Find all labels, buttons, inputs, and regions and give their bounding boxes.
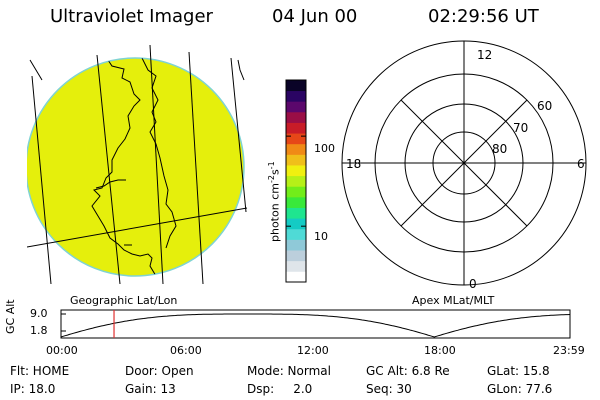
colorbar-segment <box>286 111 306 123</box>
status-gc-alt: GC Alt: 6.8 Re <box>366 364 450 378</box>
colorbar-segment <box>286 218 306 230</box>
timeline-xtick-1200: 12:00 <box>297 344 329 357</box>
app-title: Ultraviolet Imager <box>50 6 213 27</box>
timeline-frame <box>60 309 571 339</box>
lon-grid-lines <box>31 44 247 284</box>
colorbar-segment <box>286 250 306 262</box>
colorbar-segment <box>286 90 306 102</box>
colorbar-frame <box>285 79 307 283</box>
status-dsp: Dsp: 2.0 <box>247 382 313 396</box>
timeline-xtick-0000: 00:00 <box>46 344 78 357</box>
status-mode: Mode: Normal <box>247 364 331 378</box>
timeline-ytick-9: 9.0 <box>30 307 48 320</box>
colorbar-tick-10: 10 <box>314 230 328 243</box>
colorbar-segment <box>286 154 306 166</box>
colorbar-segment <box>286 133 306 145</box>
timeline-ytick-1-8: 1.8 <box>30 324 48 337</box>
colorbar-segment <box>286 239 306 251</box>
time-label: 02:29:56 UT <box>428 6 539 27</box>
lat-label-80: 80 <box>492 142 507 156</box>
lat-label-70: 70 <box>513 121 528 135</box>
colorbar-segment <box>286 196 306 208</box>
mlt-label-18: 18 <box>346 157 361 171</box>
colorbar-segment <box>286 207 306 219</box>
timeline-y-title: GC Alt <box>4 299 17 334</box>
status-flt: Flt: HOME <box>10 364 70 378</box>
panel-edge-ticks <box>29 59 245 81</box>
colorbar-segment <box>286 165 306 177</box>
polar-plot <box>341 40 587 286</box>
colorbar-segment <box>286 228 306 240</box>
gc-alt-curve <box>60 313 571 338</box>
earth-disk-panel <box>27 44 248 284</box>
timeline-xtick-2359: 23:59 <box>553 344 585 357</box>
colorbar-segment <box>286 271 306 283</box>
status-glat: GLat: 15.8 <box>487 364 550 378</box>
timeline-ticks <box>61 313 66 332</box>
status-seq: Seq: 30 <box>366 382 412 396</box>
colorbar-title-s: s <box>268 169 282 176</box>
colorbar-tick-100: 100 <box>314 142 335 155</box>
colorbar-segment <box>286 143 306 155</box>
colorbar-segment <box>286 122 306 134</box>
timeline-xtick-1800: 18:00 <box>424 344 456 357</box>
colorbar-title-exp1: -2 <box>267 175 276 184</box>
lat-grid-lines <box>27 207 248 248</box>
timeline-plot <box>60 309 571 339</box>
colorbar-title-unit: photon cm <box>268 183 282 242</box>
colorbar-segment <box>286 186 306 198</box>
colorbar-title: photon cm-2s-1 <box>267 161 282 242</box>
polar-diagonal-2 <box>400 99 528 227</box>
polar-labels: 12 6 0 18 60 70 80 <box>346 48 585 291</box>
colorbar-segment <box>286 175 306 187</box>
status-glon: GLon: 77.6 <box>487 382 553 396</box>
date-label: 04 Jun 00 <box>272 6 358 27</box>
status-door: Door: Open <box>125 364 194 378</box>
polar-panel-label: Apex MLat/MLT <box>412 294 495 307</box>
earth-panel-label: Geographic Lat/Lon <box>70 294 178 307</box>
lat-label-60: 60 <box>537 99 552 113</box>
mlt-label-0: 0 <box>469 277 477 291</box>
colorbar-segment <box>286 101 306 113</box>
colorbar <box>285 79 307 283</box>
status-ip: IP: 18.0 <box>10 382 56 396</box>
colorbar-title-exp2: -1 <box>267 161 276 170</box>
mlt-label-12: 12 <box>477 48 492 62</box>
timeline-xtick-0600: 06:00 <box>170 344 202 357</box>
earth-disk <box>27 57 245 277</box>
colorbar-segment <box>286 80 306 92</box>
mlt-label-6: 6 <box>577 157 585 171</box>
status-gain: Gain: 13 <box>125 382 176 396</box>
colorbar-segment <box>286 260 306 272</box>
